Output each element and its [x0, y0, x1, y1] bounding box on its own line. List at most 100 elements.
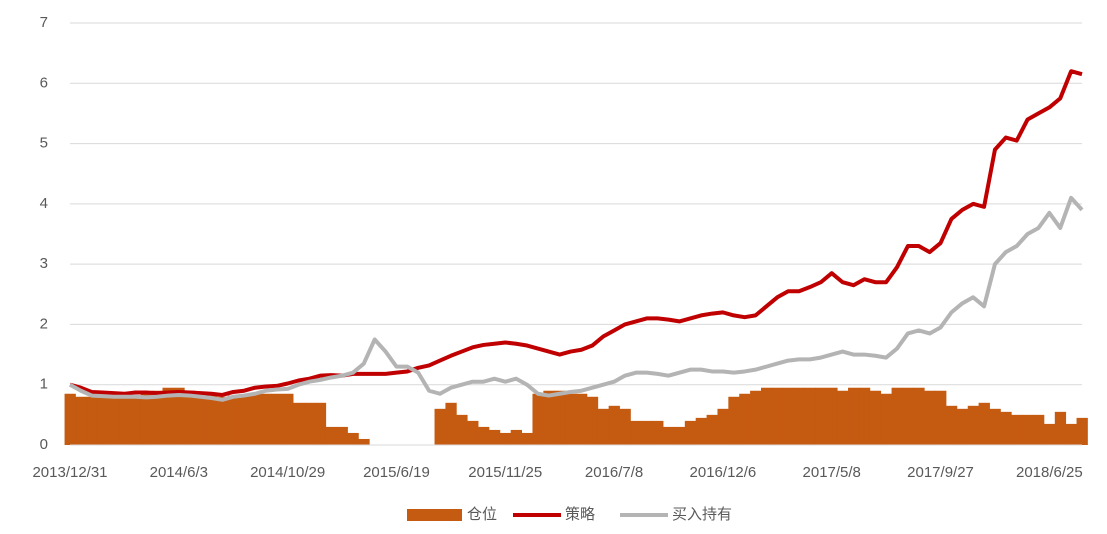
y-tick-label: 1: [40, 376, 48, 393]
bar: [456, 414, 468, 445]
bar: [913, 387, 925, 445]
bar: [347, 432, 359, 445]
bar: [184, 390, 196, 445]
legend-label: 仓位: [467, 506, 497, 523]
bar: [924, 390, 936, 445]
bar: [945, 405, 958, 445]
bar: [597, 408, 610, 445]
bar: [989, 408, 1001, 445]
line: [69, 195, 1084, 402]
bar: [869, 390, 882, 445]
bar: [282, 393, 294, 445]
bar: [641, 420, 653, 445]
bar: [75, 396, 87, 445]
bar: [793, 387, 805, 445]
bar: [608, 405, 620, 445]
bar: [108, 396, 120, 445]
y-tick-label: 6: [40, 74, 48, 91]
bar: [815, 387, 827, 445]
bar: [434, 408, 446, 445]
bar: [684, 420, 697, 445]
bar: [728, 396, 740, 445]
bar: [652, 420, 664, 445]
bar: [902, 387, 914, 445]
y-tick-label: 3: [40, 255, 48, 272]
bar: [663, 426, 675, 445]
bar: [227, 395, 240, 445]
bar: [619, 408, 631, 445]
bar: [314, 402, 327, 445]
bar: [445, 402, 457, 445]
bar: [891, 387, 903, 445]
bar: [586, 396, 599, 445]
bar: [325, 426, 338, 445]
bar: [206, 395, 218, 445]
legend-label: 策略: [565, 506, 595, 523]
bar: [739, 393, 751, 445]
bar: [97, 396, 109, 445]
bar: [64, 393, 76, 445]
legend-swatch: [407, 509, 462, 521]
x-tick-label: 2017/5/8: [803, 464, 861, 481]
bar: [173, 387, 185, 445]
bar: [1022, 414, 1034, 445]
bar: [140, 393, 153, 445]
bar: [86, 396, 98, 445]
bar: [151, 390, 163, 445]
bar: [1043, 423, 1056, 445]
bar: [565, 393, 577, 445]
legend-label: 买入持有: [672, 506, 732, 523]
bar: [216, 396, 229, 445]
x-tick-label: 2018/6/25: [1016, 464, 1083, 481]
bar: [1000, 411, 1012, 445]
y-tick-label: 0: [40, 436, 48, 453]
bar: [249, 393, 261, 445]
bar: [717, 408, 729, 445]
y-tick-label: 7: [40, 14, 48, 31]
bar: [543, 390, 555, 445]
line: [69, 69, 1083, 397]
x-tick-label: 2013/12/31: [32, 464, 107, 481]
bar: [750, 390, 762, 445]
x-tick-label: 2015/11/25: [468, 464, 542, 481]
bar: [706, 414, 718, 445]
bar: [967, 405, 980, 445]
bar: [1011, 414, 1023, 445]
y-tick-label: 5: [40, 135, 48, 152]
bar: [358, 438, 370, 445]
bar: [478, 426, 490, 445]
y-tick-label: 2: [40, 315, 48, 332]
bar: [467, 420, 479, 445]
x-tick-label: 2014/6/3: [150, 464, 208, 481]
bar: [880, 393, 892, 445]
bar: [293, 402, 305, 445]
bar: [760, 387, 773, 445]
bar: [303, 402, 316, 445]
bar: [129, 396, 142, 445]
bar: [576, 393, 588, 445]
bar: [771, 387, 784, 445]
bar: [554, 390, 566, 445]
bar: [1065, 423, 1077, 445]
bar: [521, 432, 533, 445]
bar: [978, 402, 990, 445]
bar: [1076, 417, 1088, 445]
bar: [488, 429, 501, 445]
bar: [956, 408, 969, 445]
bar: [195, 395, 207, 445]
bar: [238, 395, 250, 445]
bar: [336, 426, 348, 445]
bar: [782, 387, 795, 445]
x-tick-label: 2016/7/8: [585, 464, 643, 481]
bar: [1033, 414, 1045, 445]
x-tick-label: 2014/10/29: [250, 464, 325, 481]
bar: [499, 432, 512, 445]
bar: [935, 390, 947, 445]
x-tick-label: 2017/9/27: [907, 464, 974, 481]
bar: [510, 429, 522, 445]
bar: [1054, 411, 1067, 445]
bar: [837, 390, 849, 445]
x-tick-label: 2016/12/6: [690, 464, 757, 481]
x-tick-label: 2015/6/19: [363, 464, 430, 481]
